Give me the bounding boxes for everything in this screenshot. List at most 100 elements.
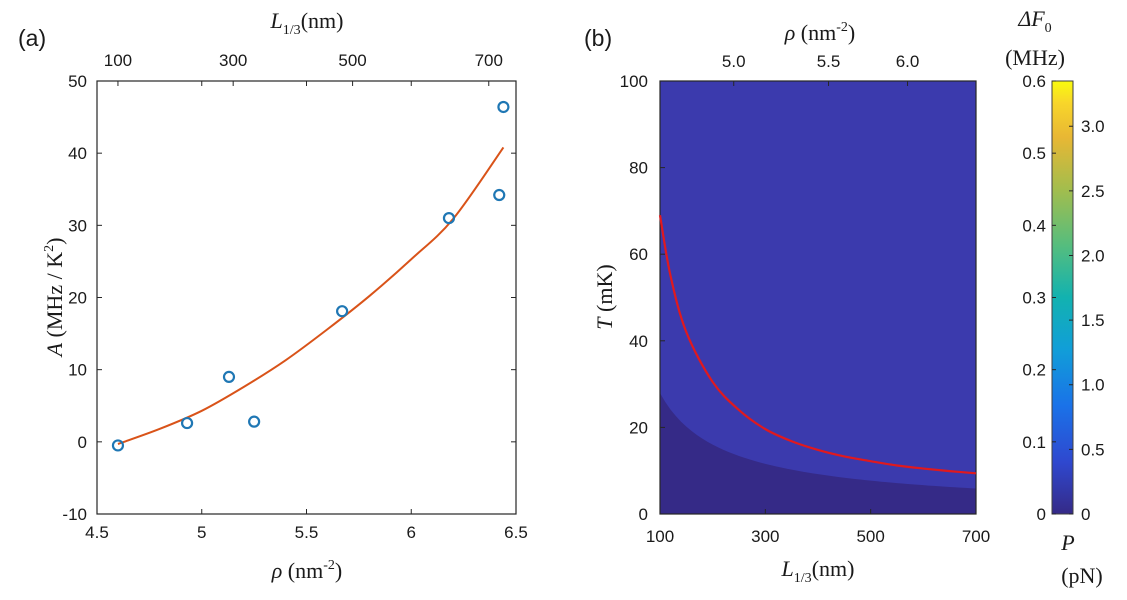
panel-a-xlabel-symbol: ρ — [271, 558, 283, 583]
colorbar-top-unit: (MHz) — [1005, 45, 1065, 70]
colorbar-left-tick-label: 0.3 — [1022, 289, 1046, 308]
panel-b-ticks: 100 300 500 700 0 20 40 60 80 100 5.0 5.5 6.0 — [620, 52, 991, 546]
panel-b-axes-box — [659, 80, 977, 515]
panel-a-data-point — [442, 212, 456, 225]
colorbar-left-tick-label: 0.2 — [1022, 361, 1046, 380]
colorbar-right-tick-label: 2.5 — [1081, 182, 1105, 201]
panel-a-fit-line — [117, 146, 505, 445]
panel-b-top-xlabel-symbol: ρ — [784, 20, 796, 45]
panel-a-label: (a) — [18, 25, 46, 51]
panel-a-ticks: 4.5 5 5.5 6 6.5 -10 0 10 20 30 40 50 100 300 500 700 — [62, 51, 527, 542]
colorbar-ticks: 0 0.1 0.2 0.3 0.4 0.5 0.6 0 0.5 1.0 1.5 2.0 2.5 3.0 — [1022, 72, 1104, 524]
panel-a-ylabel: A (MHz / K2) — [42, 238, 67, 359]
panel-b-top-xlabel: ρ (nm-2) — [784, 20, 856, 45]
panel-b-xlabel-sub: 1/3 — [794, 571, 812, 586]
panel-b-xtick-label: 700 — [962, 527, 990, 546]
panel-a-top-xlabel-unit: (nm) — [301, 8, 344, 33]
panel-a-ylabel-close: ) — [42, 238, 67, 245]
panel-a-ylabel-unit: (MHz / K — [42, 252, 67, 343]
panel-b-xtick-label: 500 — [856, 527, 884, 546]
panel-a-top-tick-label: 700 — [475, 51, 503, 70]
panel-b-top-tick-label: 5.0 — [722, 52, 746, 71]
panel-b-xtick-label: 300 — [751, 527, 779, 546]
panel-b-top-xlabel-unit: (nm — [795, 20, 836, 45]
panel-b-top-xlabel-sup: -2 — [836, 20, 848, 35]
colorbar-top-symbol: ΔF — [1017, 6, 1045, 31]
panel-a-ytick-label: 20 — [68, 289, 87, 308]
panel-b-curve-line — [658, 215, 977, 475]
panel-a-xlabel-unit: (nm — [282, 558, 323, 583]
panel-b-xtick-label: 100 — [646, 527, 674, 546]
panel-a: (a) 4.5 5 5.5 6 6.5 -10 0 10 20 30 40 50 100 300 500 70… — [18, 8, 528, 583]
colorbar-right-tick-label: 0 — [1081, 505, 1090, 524]
colorbar-right-tick-label: 2.0 — [1081, 246, 1105, 265]
panel-a-data-point — [336, 305, 349, 318]
panel-a-data-point — [222, 370, 236, 383]
panel-b-ytick-label: 0 — [639, 505, 648, 524]
panel-a-data-points — [111, 100, 510, 452]
panel-b-ytick-label: 100 — [620, 72, 648, 91]
panel-b-ylabel: T (mK) — [592, 264, 617, 329]
colorbar-right-tick-label: 0.5 — [1081, 440, 1105, 459]
colorbar-top-label-symbol-line: ΔF0 — [1017, 6, 1051, 36]
panel-a-ytick-label: 10 — [68, 361, 87, 380]
panel-a-ytick-label: -10 — [62, 505, 87, 524]
colorbar-right-tick-label: 3.0 — [1081, 117, 1105, 136]
panel-b-xlabel-unit: (nm) — [812, 556, 855, 581]
panel-b-ylabel-symbol: T — [592, 316, 617, 330]
panel-b-top-tick-label: 5.5 — [817, 52, 841, 71]
colorbar-right-tick-label: 1.5 — [1081, 311, 1105, 330]
panel-a-data-point — [493, 188, 506, 202]
panel-b-curve-series — [658, 215, 977, 475]
colorbar-left-tick-label: 0.5 — [1022, 144, 1046, 163]
colorbar-right-tick-label: 1.0 — [1081, 376, 1105, 395]
panel-b-xlabel-symbol: L — [781, 556, 794, 581]
panel-a-xlabel-close: ) — [335, 558, 342, 583]
heatmap-bands — [660, 81, 976, 489]
colorbar-top-sub: 0 — [1045, 21, 1052, 36]
panel-a-fit-series — [117, 146, 505, 445]
colorbar-bottom-unit: (pN) — [1061, 563, 1103, 588]
panel-a-xtick-label: 5 — [197, 523, 206, 542]
panel-a-top-tick-label: 500 — [338, 51, 366, 70]
panel-b-xlabel: L1/3(nm) — [781, 556, 855, 586]
panel-b-heatmap — [660, 81, 976, 514]
panel-a-top-xlabel-symbol: L — [270, 8, 283, 33]
panel-a-ytick-label: 50 — [68, 72, 87, 91]
colorbar-left-tick-label: 0 — [1037, 505, 1046, 524]
panel-a-top-tick-label: 300 — [219, 51, 247, 70]
panel-a-ytick-label: 30 — [68, 216, 87, 235]
colorbar-left-tick-label: 0.6 — [1022, 72, 1046, 91]
panel-a-xtick-label: 5.5 — [295, 523, 319, 542]
panel-b-top-tick-label: 6.0 — [896, 52, 920, 71]
colorbar-left-tick-label: 0.4 — [1022, 216, 1046, 235]
panel-a-xtick-label: 6.5 — [504, 523, 528, 542]
panel-b-ytick-label: 40 — [629, 332, 648, 351]
panel-a-ytick-label: 40 — [68, 144, 87, 163]
panel-a-top-tick-label: 100 — [104, 51, 132, 70]
panel-a-xlabel-sup: -2 — [323, 558, 335, 573]
panel-b-ylabel-unit: (mK) — [592, 264, 617, 317]
panel-a-xlabel: ρ (nm-2) — [271, 558, 343, 583]
panel-a-data-point — [111, 439, 125, 452]
colorbar-bottom-symbol: P — [1060, 530, 1074, 555]
panel-b-top-xlabel-close: ) — [848, 20, 855, 45]
panel-a-ylabel-sup: 2 — [42, 245, 57, 252]
heatmap-band — [660, 81, 976, 489]
panel-a-top-xlabel: L1/3(nm) — [270, 8, 344, 38]
panel-a-ytick-label: 0 — [78, 433, 87, 452]
panel-b-ytick-label: 20 — [629, 418, 648, 437]
panel-a-axes-box — [96, 80, 517, 515]
panel-a-xtick-label: 4.5 — [85, 523, 109, 542]
panel-a-xtick-label: 6 — [407, 523, 416, 542]
panel-b-label: (b) — [584, 25, 612, 51]
panel-a-data-point — [180, 416, 194, 430]
panel-a-data-point — [497, 100, 510, 114]
panel-b-ytick-label: 80 — [629, 159, 648, 178]
panel-a-top-xlabel-sub: 1/3 — [283, 23, 301, 38]
panel-a-data-point — [248, 415, 261, 428]
colorbar-left-tick-label: 0.1 — [1022, 433, 1046, 452]
panel-b-ytick-label: 60 — [629, 245, 648, 264]
